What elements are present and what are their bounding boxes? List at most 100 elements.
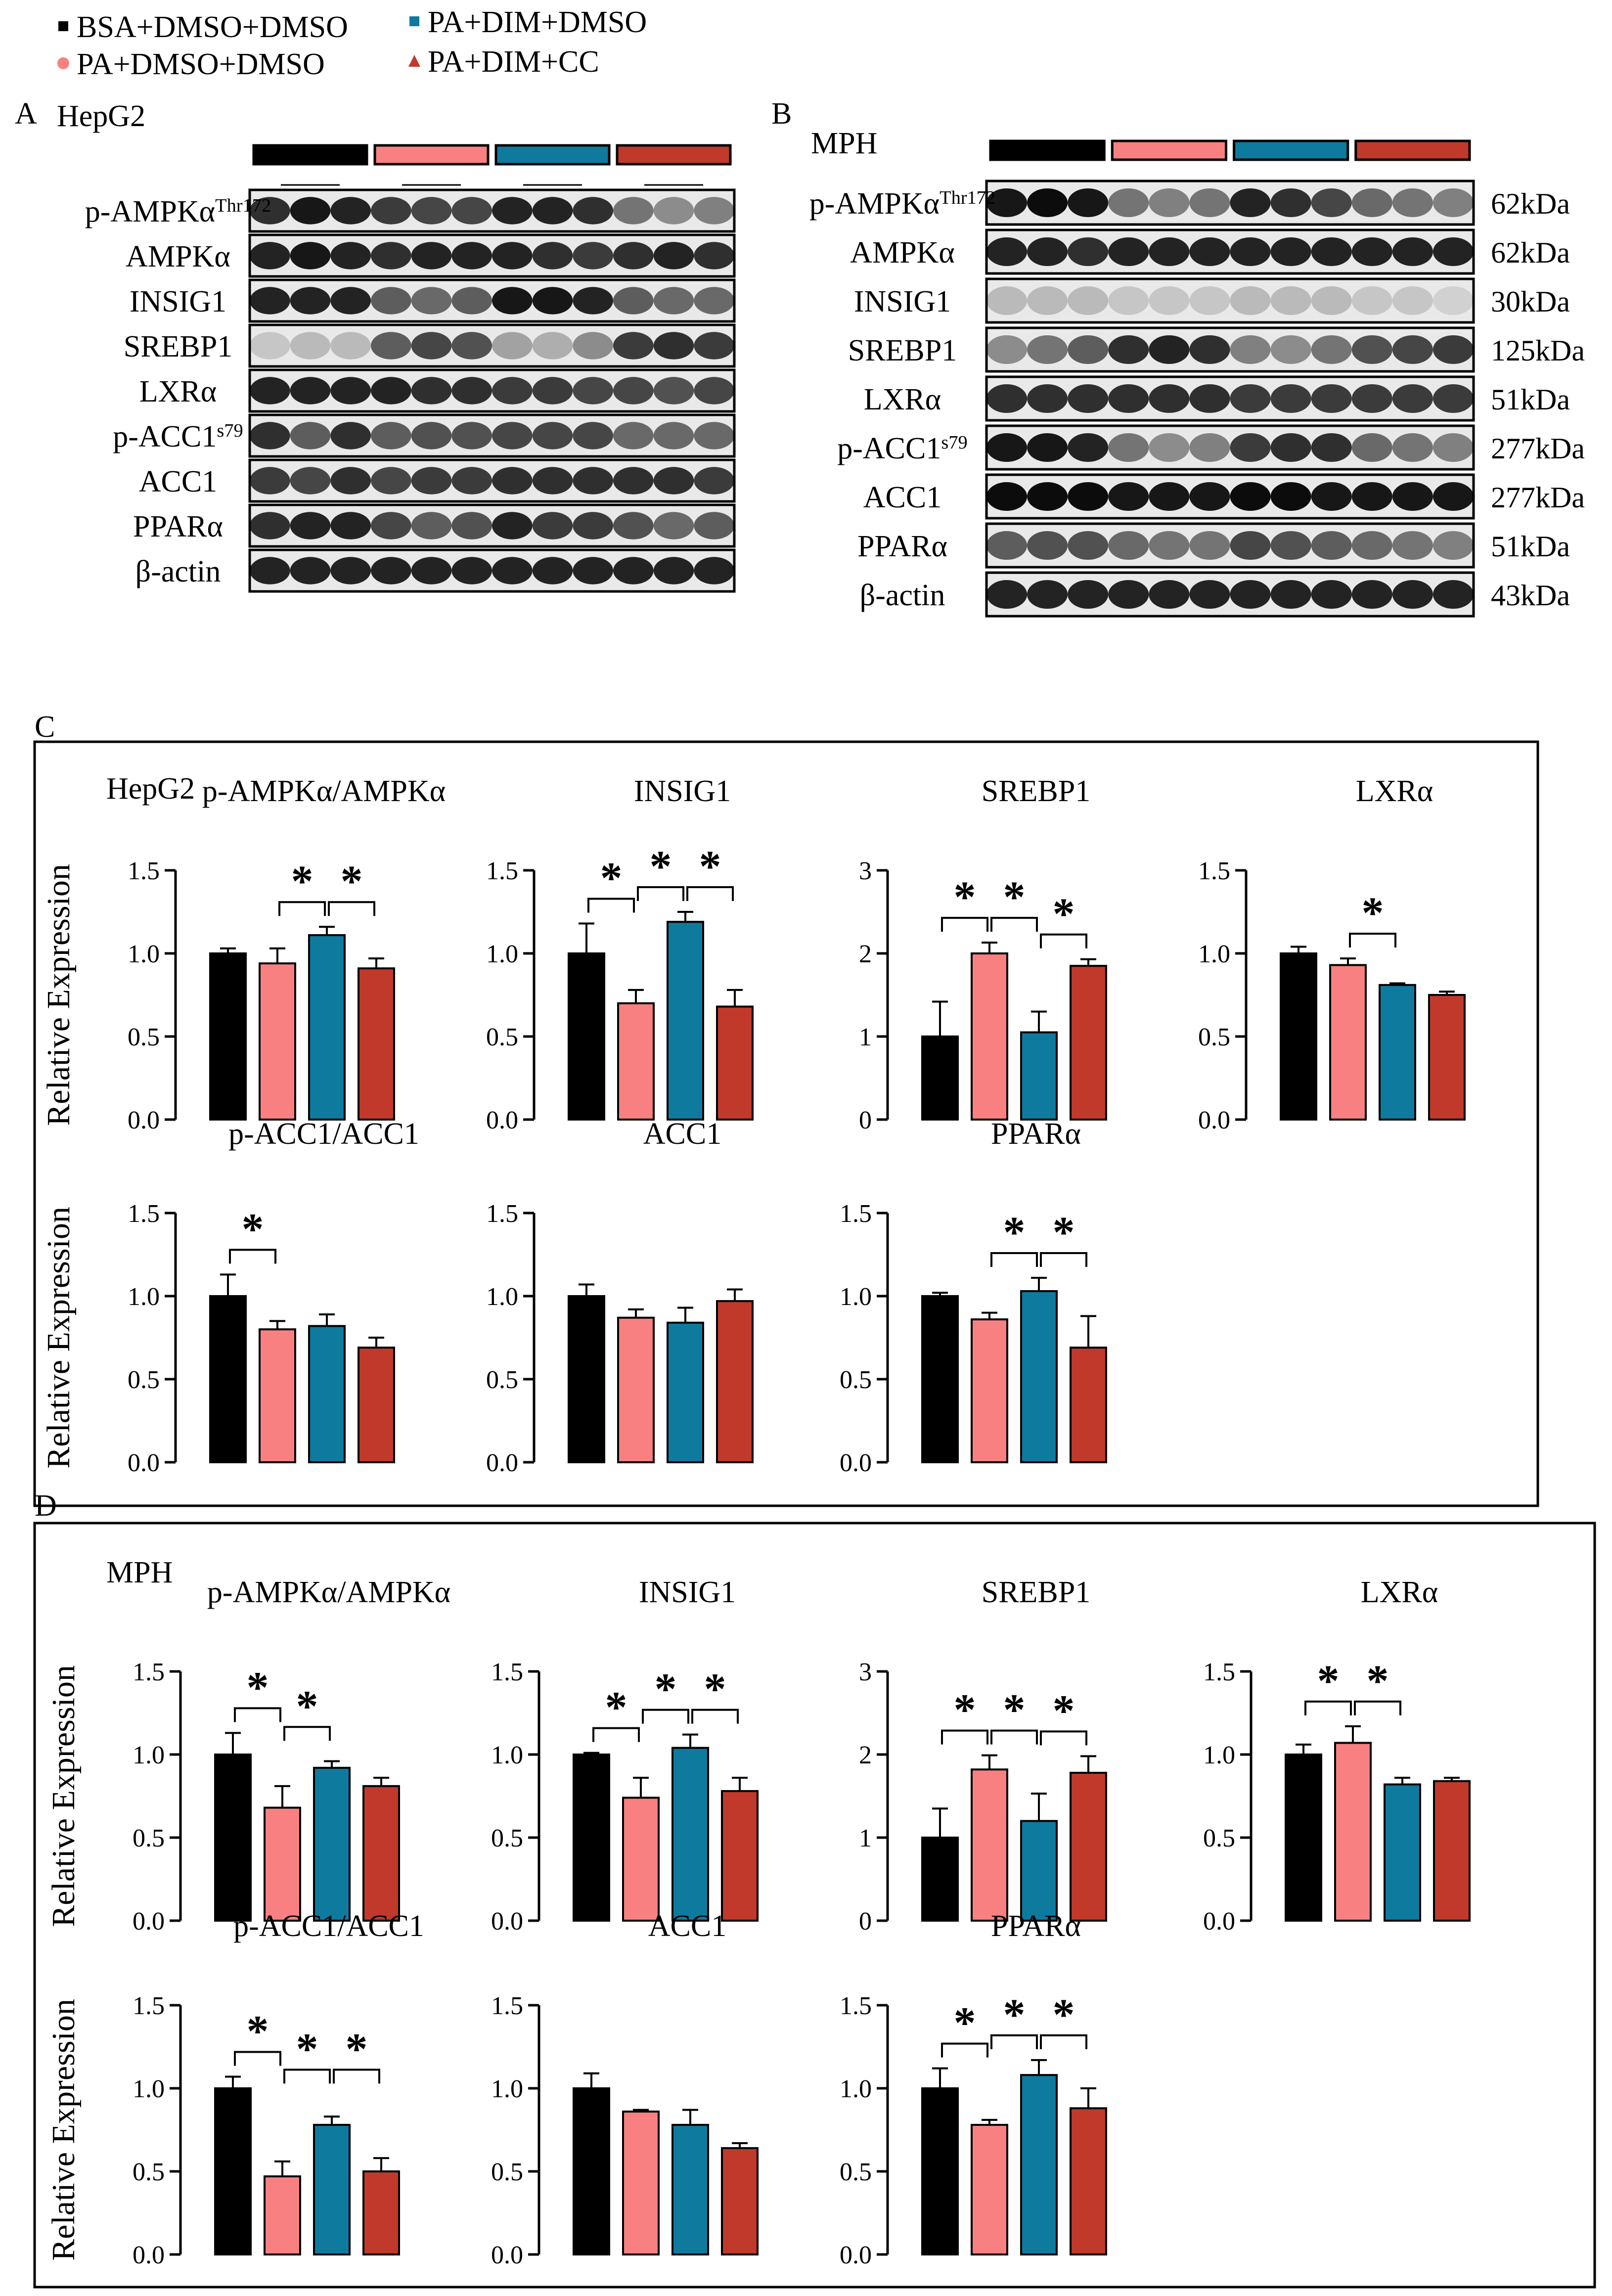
group-color-bar — [252, 144, 368, 166]
group-color-bar — [1233, 139, 1349, 161]
panel-frame — [33, 1522, 1596, 2289]
chart-title: p-ACC1/ACC1 — [228, 1117, 419, 1151]
bar — [622, 1797, 660, 1922]
y-tick-label: 0.5 — [491, 1824, 523, 1852]
blot-band — [1351, 531, 1392, 560]
significance-bracket — [642, 1709, 689, 1724]
blot-band — [1189, 286, 1230, 315]
significance-star: * — [1053, 1990, 1075, 2039]
bar — [308, 934, 346, 1121]
blot-band — [451, 287, 493, 315]
y-tick-label: 1.5 — [1198, 857, 1230, 885]
y-tick-label: 0.0 — [486, 1449, 518, 1477]
bar — [672, 2123, 709, 2255]
blot-band — [1189, 237, 1230, 267]
significance-star: * — [1003, 1990, 1026, 2039]
blot-label: p-ACC1s79 — [113, 420, 243, 453]
blot-band — [532, 332, 573, 360]
blot-band — [1392, 482, 1433, 511]
panel-cell-label: MPH — [106, 1556, 173, 1589]
blot-band — [1230, 531, 1271, 560]
blot-band — [1189, 531, 1230, 560]
bar — [209, 1295, 247, 1463]
blot-label: SREBP1 — [124, 330, 233, 363]
blot-band — [290, 422, 331, 450]
blot-band — [1311, 335, 1352, 364]
blot-band — [532, 557, 573, 585]
significance-bracket — [1040, 1252, 1087, 1267]
y-tick-label: 1.0 — [128, 1283, 160, 1311]
chart-title: SREBP1 — [982, 774, 1091, 808]
y-tick-label: 2 — [859, 940, 872, 968]
blot-band — [1149, 580, 1190, 609]
blot-band — [371, 332, 411, 360]
blot-band — [1351, 384, 1392, 413]
blot-band — [1189, 335, 1230, 364]
bar — [264, 2175, 301, 2256]
legend-marker-square — [58, 21, 68, 31]
blot-band — [1027, 384, 1068, 413]
blot-band — [1311, 482, 1352, 511]
blot-band — [573, 377, 613, 405]
significance-star: * — [1317, 1657, 1340, 1706]
blot-label: INSIG1 — [130, 285, 226, 318]
blot-band — [986, 531, 1028, 560]
blot-band — [1311, 384, 1352, 413]
blot-band — [1311, 237, 1352, 267]
blot-band — [1392, 335, 1433, 364]
blot-band — [573, 467, 613, 495]
bar — [716, 1300, 754, 1464]
blot-band — [371, 242, 411, 270]
bar — [358, 1347, 395, 1463]
significance-star: * — [1367, 1657, 1389, 1706]
bar — [362, 2170, 400, 2255]
chart-title: LXRα — [1361, 1576, 1438, 1609]
blot-band — [330, 557, 371, 585]
blot-band — [1230, 286, 1271, 315]
blot-band — [613, 287, 654, 315]
legend-label: PA+DIM+DMSO — [428, 5, 647, 39]
bar — [1070, 2107, 1107, 2255]
significance-bracket — [637, 886, 684, 901]
significance-star: * — [954, 873, 976, 922]
blot-band — [451, 242, 493, 270]
blot-band — [986, 482, 1028, 511]
blot-band — [371, 557, 411, 585]
blot-band — [1189, 433, 1230, 462]
blot-band — [1027, 286, 1068, 315]
significance-star: * — [1362, 889, 1384, 938]
bar — [308, 1325, 346, 1463]
bar — [1329, 964, 1367, 1121]
blot-label: INSIG1 — [854, 285, 951, 318]
blot-band — [492, 512, 533, 540]
blot-band — [1392, 580, 1433, 609]
y-tick-label: 1.0 — [486, 1283, 518, 1311]
blot-band — [613, 467, 654, 495]
blot-band — [1068, 237, 1109, 267]
kda-label: 51kDa — [1491, 530, 1570, 563]
blot-band — [653, 557, 694, 585]
blot-band — [986, 335, 1028, 364]
chart-title: ACC1 — [643, 1117, 721, 1151]
y-tick-label: 0.5 — [840, 2158, 872, 2186]
blot-label-text: LXRα — [139, 375, 217, 408]
significance-star: * — [296, 1682, 318, 1731]
blot-band — [249, 287, 290, 315]
blot-band — [1311, 286, 1352, 315]
legend-marker-square — [409, 16, 419, 26]
blot-band — [1149, 237, 1190, 267]
blot-band — [1351, 286, 1392, 315]
blot-band — [573, 332, 613, 360]
blot-band — [1433, 335, 1474, 364]
bar — [1020, 2074, 1058, 2256]
blot-band — [613, 422, 654, 450]
significance-bracket — [234, 1707, 281, 1722]
chart-title: ACC1 — [648, 1909, 726, 1943]
y-tick-label: 0.0 — [1203, 1907, 1235, 1936]
chart-title: PPARα — [991, 1117, 1081, 1151]
chart-title: INSIG1 — [634, 774, 731, 808]
blot-label-text: p-ACC1 — [113, 420, 217, 453]
blot-band — [492, 557, 533, 585]
blot-band — [1270, 384, 1311, 413]
y-tick-label: 1.5 — [1203, 1658, 1235, 1686]
